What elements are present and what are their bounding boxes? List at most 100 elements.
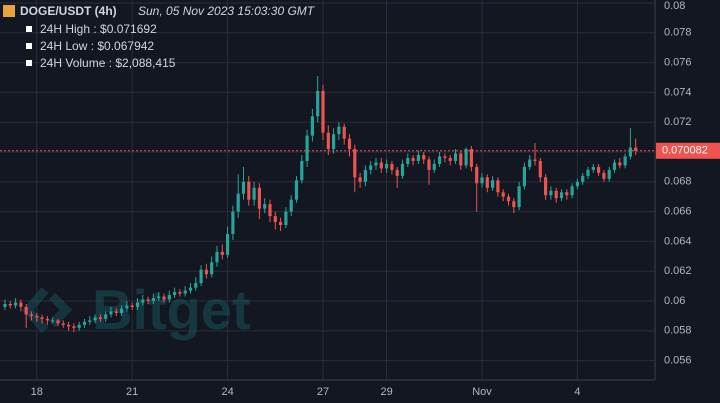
x-tick-label: 18 xyxy=(31,386,43,398)
candle-body xyxy=(104,314,108,319)
y-tick-label: 0.08 xyxy=(664,0,685,12)
candle-body xyxy=(294,180,299,200)
candle-body xyxy=(183,290,187,294)
candle-body xyxy=(602,172,606,179)
candle-body xyxy=(146,299,150,302)
candle-body xyxy=(517,186,521,208)
last-price-box xyxy=(656,142,720,159)
candle-body xyxy=(607,169,611,179)
candle-body xyxy=(305,135,309,161)
bullet xyxy=(26,60,32,66)
watermark-logo xyxy=(22,287,73,333)
candle-body xyxy=(586,169,590,176)
x-tick-label: 27 xyxy=(317,386,329,398)
candle-body xyxy=(491,180,495,188)
candle-body xyxy=(363,169,367,182)
candle-body xyxy=(501,192,505,197)
candle-body xyxy=(538,160,542,178)
candle-body xyxy=(353,149,357,178)
last-price-label: 0.070082 xyxy=(662,145,708,157)
candle-body xyxy=(167,295,171,300)
candle-body xyxy=(438,156,442,164)
candle-body xyxy=(66,324,71,327)
candle-body xyxy=(453,153,458,161)
candle-body xyxy=(337,126,341,135)
candle-body xyxy=(416,154,420,161)
y-tick-label: 0.062 xyxy=(664,265,692,277)
candle-body xyxy=(162,296,166,300)
x-tick-label: 4 xyxy=(574,386,580,398)
candle-body xyxy=(215,251,219,263)
candle-body xyxy=(422,154,426,160)
candle-body xyxy=(581,175,585,182)
candle-body xyxy=(570,186,574,196)
candle-body xyxy=(432,163,436,170)
plot xyxy=(0,76,655,333)
candle-body xyxy=(236,193,240,212)
candle-body xyxy=(443,156,447,158)
candle-body xyxy=(135,302,140,307)
y-tick-label: 0.056 xyxy=(664,355,692,367)
candle-body xyxy=(597,166,601,173)
candle-body xyxy=(72,326,76,328)
candle-body xyxy=(151,298,155,302)
candle-body xyxy=(549,190,553,196)
candle-body xyxy=(13,302,18,306)
candle-body xyxy=(279,222,283,226)
candle-body xyxy=(247,181,251,200)
candle-body xyxy=(273,216,277,223)
candle-body xyxy=(358,177,362,182)
candle-body xyxy=(82,321,87,325)
candle-body xyxy=(326,132,330,150)
candle-body xyxy=(220,251,224,255)
candle-body xyxy=(77,324,81,328)
candle-body xyxy=(591,166,595,170)
candle-body xyxy=(263,204,267,209)
title: DOGE/USDT (4h) xyxy=(20,4,117,18)
candle-body xyxy=(385,163,389,169)
candle-body xyxy=(194,283,198,288)
candle-body xyxy=(316,90,320,117)
candle-body xyxy=(268,204,272,217)
candle-body xyxy=(188,287,193,291)
stat: 24H High : $0.071692 xyxy=(40,22,157,36)
candle-body xyxy=(565,192,569,196)
candle-body xyxy=(411,157,415,161)
candle-body xyxy=(114,311,118,313)
candle-body xyxy=(485,177,489,188)
y-tick-label: 0.068 xyxy=(664,176,692,188)
candle-body xyxy=(226,233,230,255)
candle-body xyxy=(480,177,484,184)
candle-body xyxy=(119,308,124,313)
candle-body xyxy=(379,162,383,169)
candle-body xyxy=(88,320,92,322)
candle-body xyxy=(8,304,12,306)
candle-body xyxy=(464,149,468,166)
candle-body xyxy=(45,318,49,321)
candle-body xyxy=(98,317,102,319)
y-tick-label: 0.078 xyxy=(664,27,692,39)
candle-body xyxy=(406,157,410,164)
bullet xyxy=(26,43,32,49)
y-tick-label: 0.076 xyxy=(664,57,692,69)
y-tick-label: 0.072 xyxy=(664,116,692,128)
candle-body xyxy=(575,181,579,187)
candle-body xyxy=(310,116,314,136)
candle-body xyxy=(289,199,293,212)
grid xyxy=(0,0,655,380)
candle-body xyxy=(109,311,113,315)
candle-body xyxy=(395,169,399,176)
candle-body xyxy=(252,187,256,200)
candle-body xyxy=(374,162,378,166)
candle-body xyxy=(51,320,55,322)
candle-body xyxy=(369,165,373,170)
candle-body xyxy=(427,159,431,170)
candle-body xyxy=(24,306,28,315)
candle-body xyxy=(390,163,394,170)
candle-body xyxy=(93,317,97,321)
y-tick-label: 0.064 xyxy=(664,235,692,247)
candle-body xyxy=(321,90,325,133)
candle-body xyxy=(257,187,261,209)
